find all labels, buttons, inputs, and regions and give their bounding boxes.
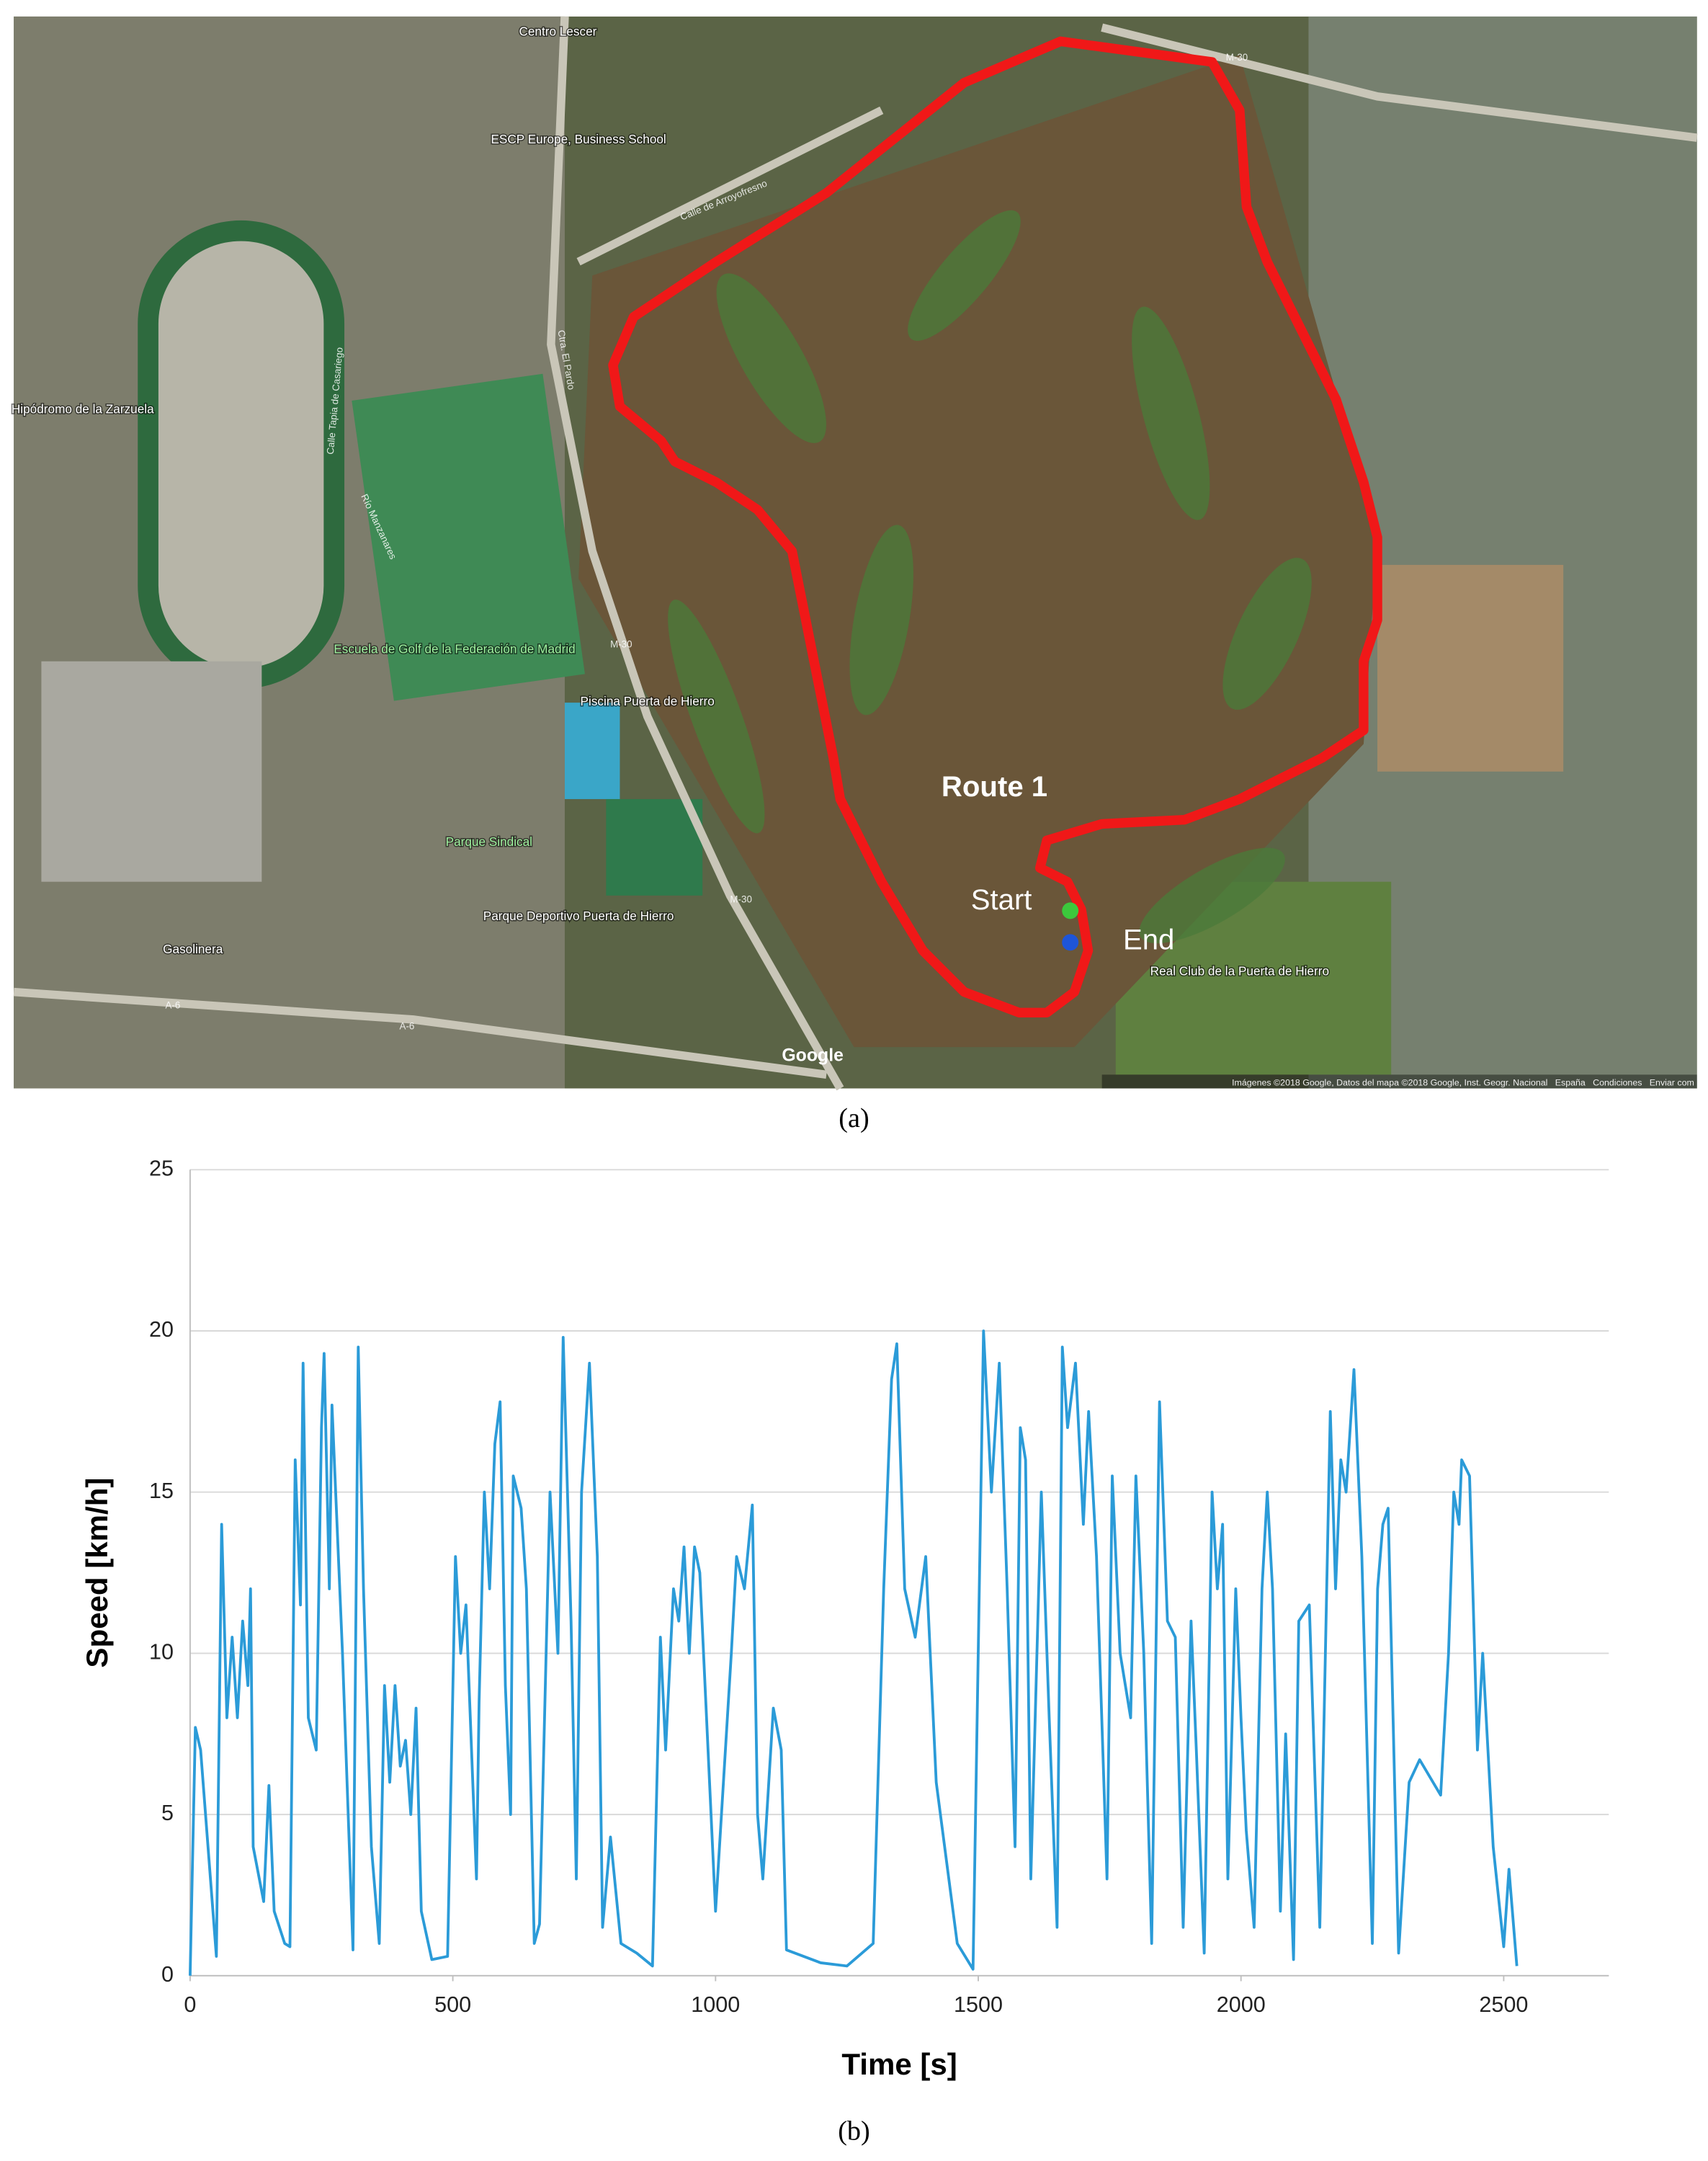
y-tick-label: 5 (161, 1801, 174, 1825)
start-marker (1062, 902, 1079, 919)
place-label: ESCP Europe, Business School (491, 132, 666, 146)
road-label: M-30 (1226, 52, 1248, 63)
map-logo: Google (782, 1046, 844, 1065)
housing (41, 661, 262, 882)
series-line (188, 1329, 1519, 1976)
park (578, 55, 1378, 1048)
start-label: Start (971, 883, 1032, 916)
x-axis-title: Time [s] (841, 2047, 957, 2081)
y-tick-label: 0 (161, 1962, 174, 1987)
y-tick-label: 20 (149, 1317, 174, 1342)
place-label: Parque Deportivo Puerta de Hierro (483, 909, 674, 923)
road-label: A-6 (165, 1000, 180, 1011)
road-label: M-30 (610, 639, 632, 650)
road-label: M-30 (730, 894, 751, 904)
caption: (b) (838, 2116, 870, 2146)
place-label: Gasolinera (163, 942, 223, 956)
y-tick-label: 15 (149, 1479, 174, 1503)
place-label: Escuela de Golf de la Federación de Madr… (334, 641, 575, 656)
racetrack-inner (158, 241, 324, 669)
x-tick-label: 1000 (691, 1992, 740, 2017)
y-tick-label: 10 (149, 1639, 174, 1664)
golf-school (352, 373, 585, 701)
end-label: End (1123, 923, 1174, 955)
x-tick-label: 1500 (954, 1992, 1003, 2017)
route (608, 36, 1382, 1018)
place-label: Real Club de la Puerta de Hierro (1150, 964, 1329, 979)
roads (13, 16, 1698, 1091)
y-tick-label: 25 (149, 1156, 174, 1180)
place-label: Parque Sindical (446, 834, 532, 849)
fairways (668, 210, 1312, 944)
end-marker (1062, 934, 1079, 951)
chart: 0 5 10 15 20 25 0 500 1000 1500 2000 2500 Time [s] Sp… (80, 1156, 1609, 2081)
attribution: Imágenes ©2018 Google, Datos del mapa ©2… (1232, 1078, 1694, 1088)
place-label: Centro Lescer (519, 24, 596, 39)
sports-field (606, 798, 703, 896)
y-axis-title: Speed [km/h] (80, 1478, 114, 1668)
x-tick-label: 0 (184, 1992, 196, 2017)
place-label: Hipódromo de la Zarzuela (12, 402, 154, 416)
route-label: Route 1 (942, 770, 1047, 803)
pool (564, 703, 620, 799)
place-label: Piscina Puerta de Hierro (581, 694, 715, 708)
x-tick-label: 500 (434, 1992, 471, 2017)
x-tick-label: 2000 (1217, 1992, 1266, 2017)
map: Route 1 Start End Centro Lescer ESCP Eur… (10, 16, 1698, 1091)
road-label: A-6 (400, 1020, 415, 1031)
caption: (a) (839, 1103, 869, 1133)
x-tick-label: 2500 (1479, 1992, 1528, 2017)
attribution-bar (1101, 1074, 1697, 1089)
field (1377, 564, 1564, 772)
